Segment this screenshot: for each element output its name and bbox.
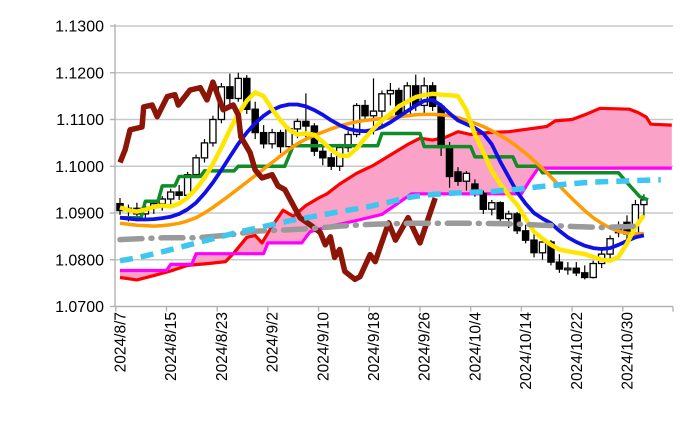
candle-body-down [580, 272, 589, 279]
y-axis-tick-label: 1.1000 [55, 159, 104, 176]
y-axis-tick-label: 1.1100 [56, 112, 104, 129]
candle-body-down [319, 150, 327, 159]
candle-body-up [386, 89, 395, 95]
candle-body-down [243, 77, 251, 110]
candle-body-up [200, 142, 209, 159]
x-axis-tick-label: 2024/10/22 [569, 312, 586, 390]
candle-body-up [369, 110, 378, 117]
x-axis-tick-label: 2024/9/2 [265, 312, 282, 372]
x-axis-tick-label: 2024/8/7 [113, 312, 130, 372]
lagging-maroon-thick [117, 79, 438, 283]
candle-body-up [192, 157, 200, 176]
y-axis-tick-label: 1.1200 [55, 65, 104, 82]
candle-body-down [226, 86, 234, 100]
cloud-top-red [119, 106, 672, 282]
candle-body-up [462, 172, 471, 182]
x-axis-tick-label: 2024/9/26 [417, 312, 434, 381]
trend-cyan-dashed [119, 177, 661, 264]
candle-body-down [259, 131, 268, 145]
y-axis-tick-label: 1.1300 [55, 19, 104, 36]
x-axis-tick-label: 2024/10/30 [620, 312, 637, 390]
x-axis-tick-label: 2024/10/4 [467, 312, 484, 381]
y-axis-tick-label: 1.0700 [55, 299, 104, 316]
candle-body-down [445, 146, 454, 178]
baseline-green-stepped [120, 131, 649, 220]
ma-yellow-fast [119, 90, 646, 263]
candle-body-down [361, 104, 369, 117]
candle-body-down [437, 105, 445, 149]
candle-body-up [378, 93, 386, 112]
candle-body-down [302, 120, 310, 127]
candle-body-up [344, 133, 352, 149]
candle-body-up [268, 131, 276, 145]
candle-body-down [175, 191, 183, 196]
candle-body-down [521, 230, 530, 241]
candle-body-up [166, 191, 175, 200]
candle-body-down [479, 192, 488, 210]
candle-body-up [589, 262, 597, 279]
candle-body-down [530, 239, 538, 254]
candle-body-down [276, 131, 285, 148]
x-axis-tick-label: 2024/10/14 [518, 312, 535, 390]
x-axis-tick-label: 2024/9/10 [315, 312, 332, 381]
x-axis-tick-label: 2024/8/23 [214, 312, 231, 381]
candle-body-up [564, 267, 572, 271]
candle-body-up [538, 241, 547, 254]
y-axis-tick-label: 1.0900 [55, 206, 104, 223]
candle-body-down [327, 157, 335, 167]
cloud-area [120, 108, 672, 280]
candle-body-up [504, 213, 513, 220]
y-axis-tick-label: 1.0800 [55, 252, 104, 269]
candle-body-down [572, 267, 581, 274]
cloud-bottom-magenta [120, 166, 672, 273]
x-axis-tick-label: 2024/9/18 [366, 312, 383, 381]
candle-body-down [547, 241, 555, 263]
candle-body-down [555, 261, 564, 270]
candle-body-up [293, 120, 302, 130]
candle-body-up [234, 77, 243, 100]
ma-blue-medium [119, 98, 645, 251]
x-axis-tick-label: 2024/8/15 [163, 312, 180, 381]
candle-body-down [496, 202, 504, 220]
candle-body-up [209, 118, 217, 144]
candle-body-up [488, 202, 496, 210]
candle-body-down [454, 171, 462, 182]
